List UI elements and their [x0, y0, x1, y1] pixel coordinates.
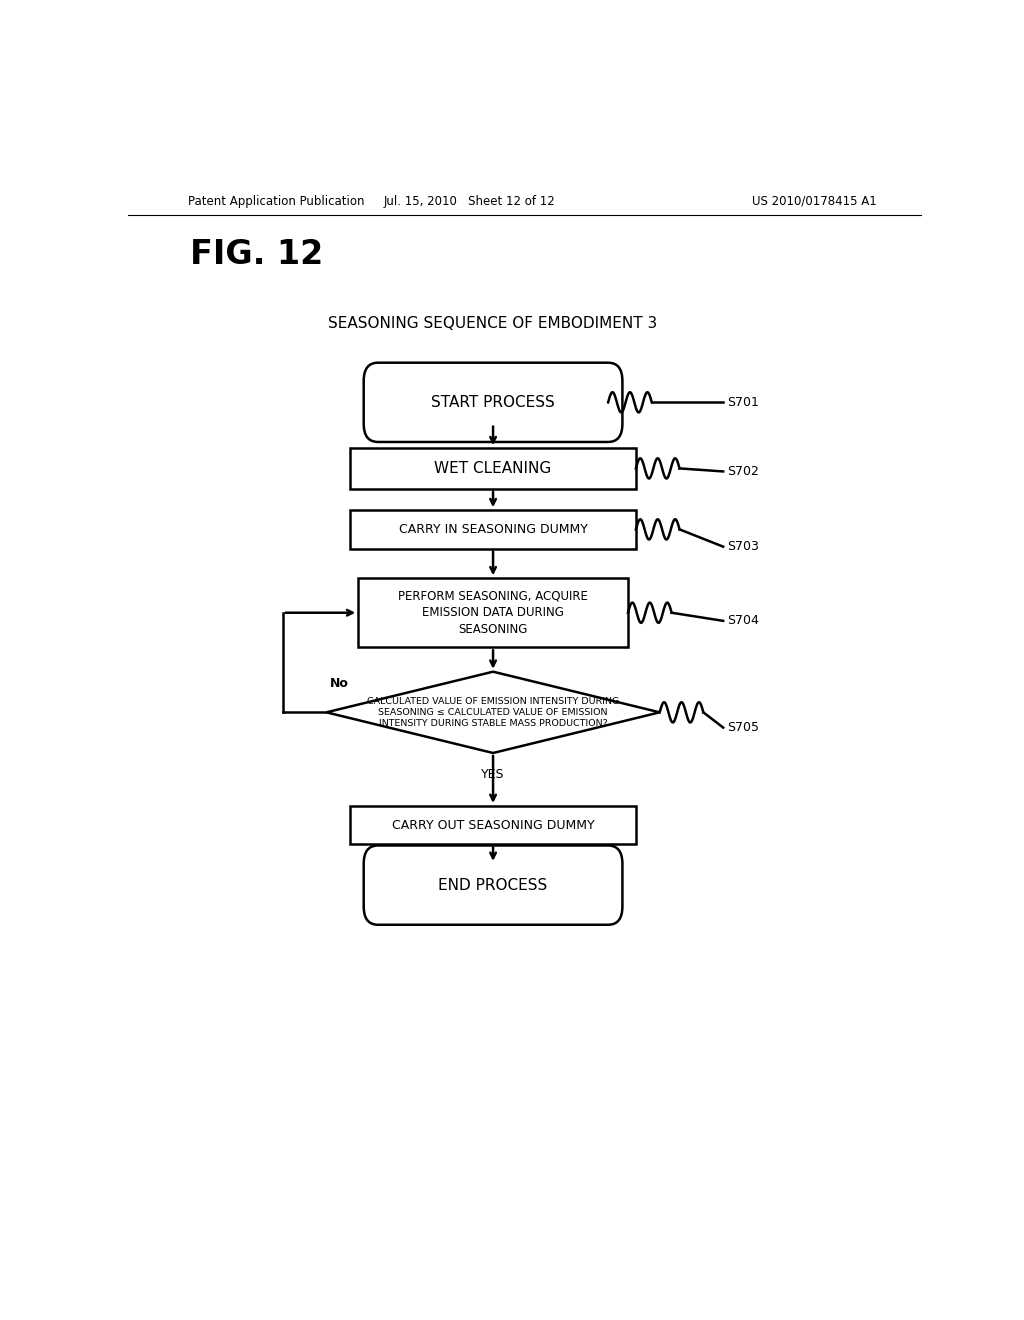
- Text: START PROCESS: START PROCESS: [431, 395, 555, 409]
- Text: SEASONING SEQUENCE OF EMBODIMENT 3: SEASONING SEQUENCE OF EMBODIMENT 3: [329, 315, 657, 330]
- Text: S705: S705: [727, 721, 759, 734]
- Text: S704: S704: [727, 614, 759, 627]
- Bar: [350, 805, 636, 845]
- Text: S703: S703: [727, 540, 759, 553]
- Text: YES: YES: [481, 768, 505, 781]
- Text: END PROCESS: END PROCESS: [438, 878, 548, 892]
- Text: FIG. 12: FIG. 12: [189, 239, 324, 272]
- Text: US 2010/0178415 A1: US 2010/0178415 A1: [752, 194, 877, 207]
- Text: CARRY IN SEASONING DUMMY: CARRY IN SEASONING DUMMY: [398, 523, 588, 536]
- Text: S702: S702: [727, 465, 759, 478]
- Bar: [350, 447, 636, 488]
- Text: PERFORM SEASONING, ACQUIRE
EMISSION DATA DURING
SEASONING: PERFORM SEASONING, ACQUIRE EMISSION DATA…: [398, 590, 588, 636]
- Text: Patent Application Publication: Patent Application Publication: [187, 194, 364, 207]
- Text: Jul. 15, 2010   Sheet 12 of 12: Jul. 15, 2010 Sheet 12 of 12: [383, 194, 555, 207]
- Text: CALCULATED VALUE OF EMISSION INTENSITY DURING
SEASONING ≤ CALCULATED VALUE OF EM: CALCULATED VALUE OF EMISSION INTENSITY D…: [367, 697, 620, 727]
- Bar: [350, 510, 636, 549]
- FancyBboxPatch shape: [364, 363, 623, 442]
- Text: CARRY OUT SEASONING DUMMY: CARRY OUT SEASONING DUMMY: [392, 818, 594, 832]
- Text: No: No: [331, 677, 349, 690]
- Text: S701: S701: [727, 396, 759, 409]
- Polygon shape: [327, 672, 659, 752]
- Bar: [358, 578, 628, 647]
- Text: WET CLEANING: WET CLEANING: [434, 461, 552, 477]
- FancyBboxPatch shape: [364, 846, 623, 925]
